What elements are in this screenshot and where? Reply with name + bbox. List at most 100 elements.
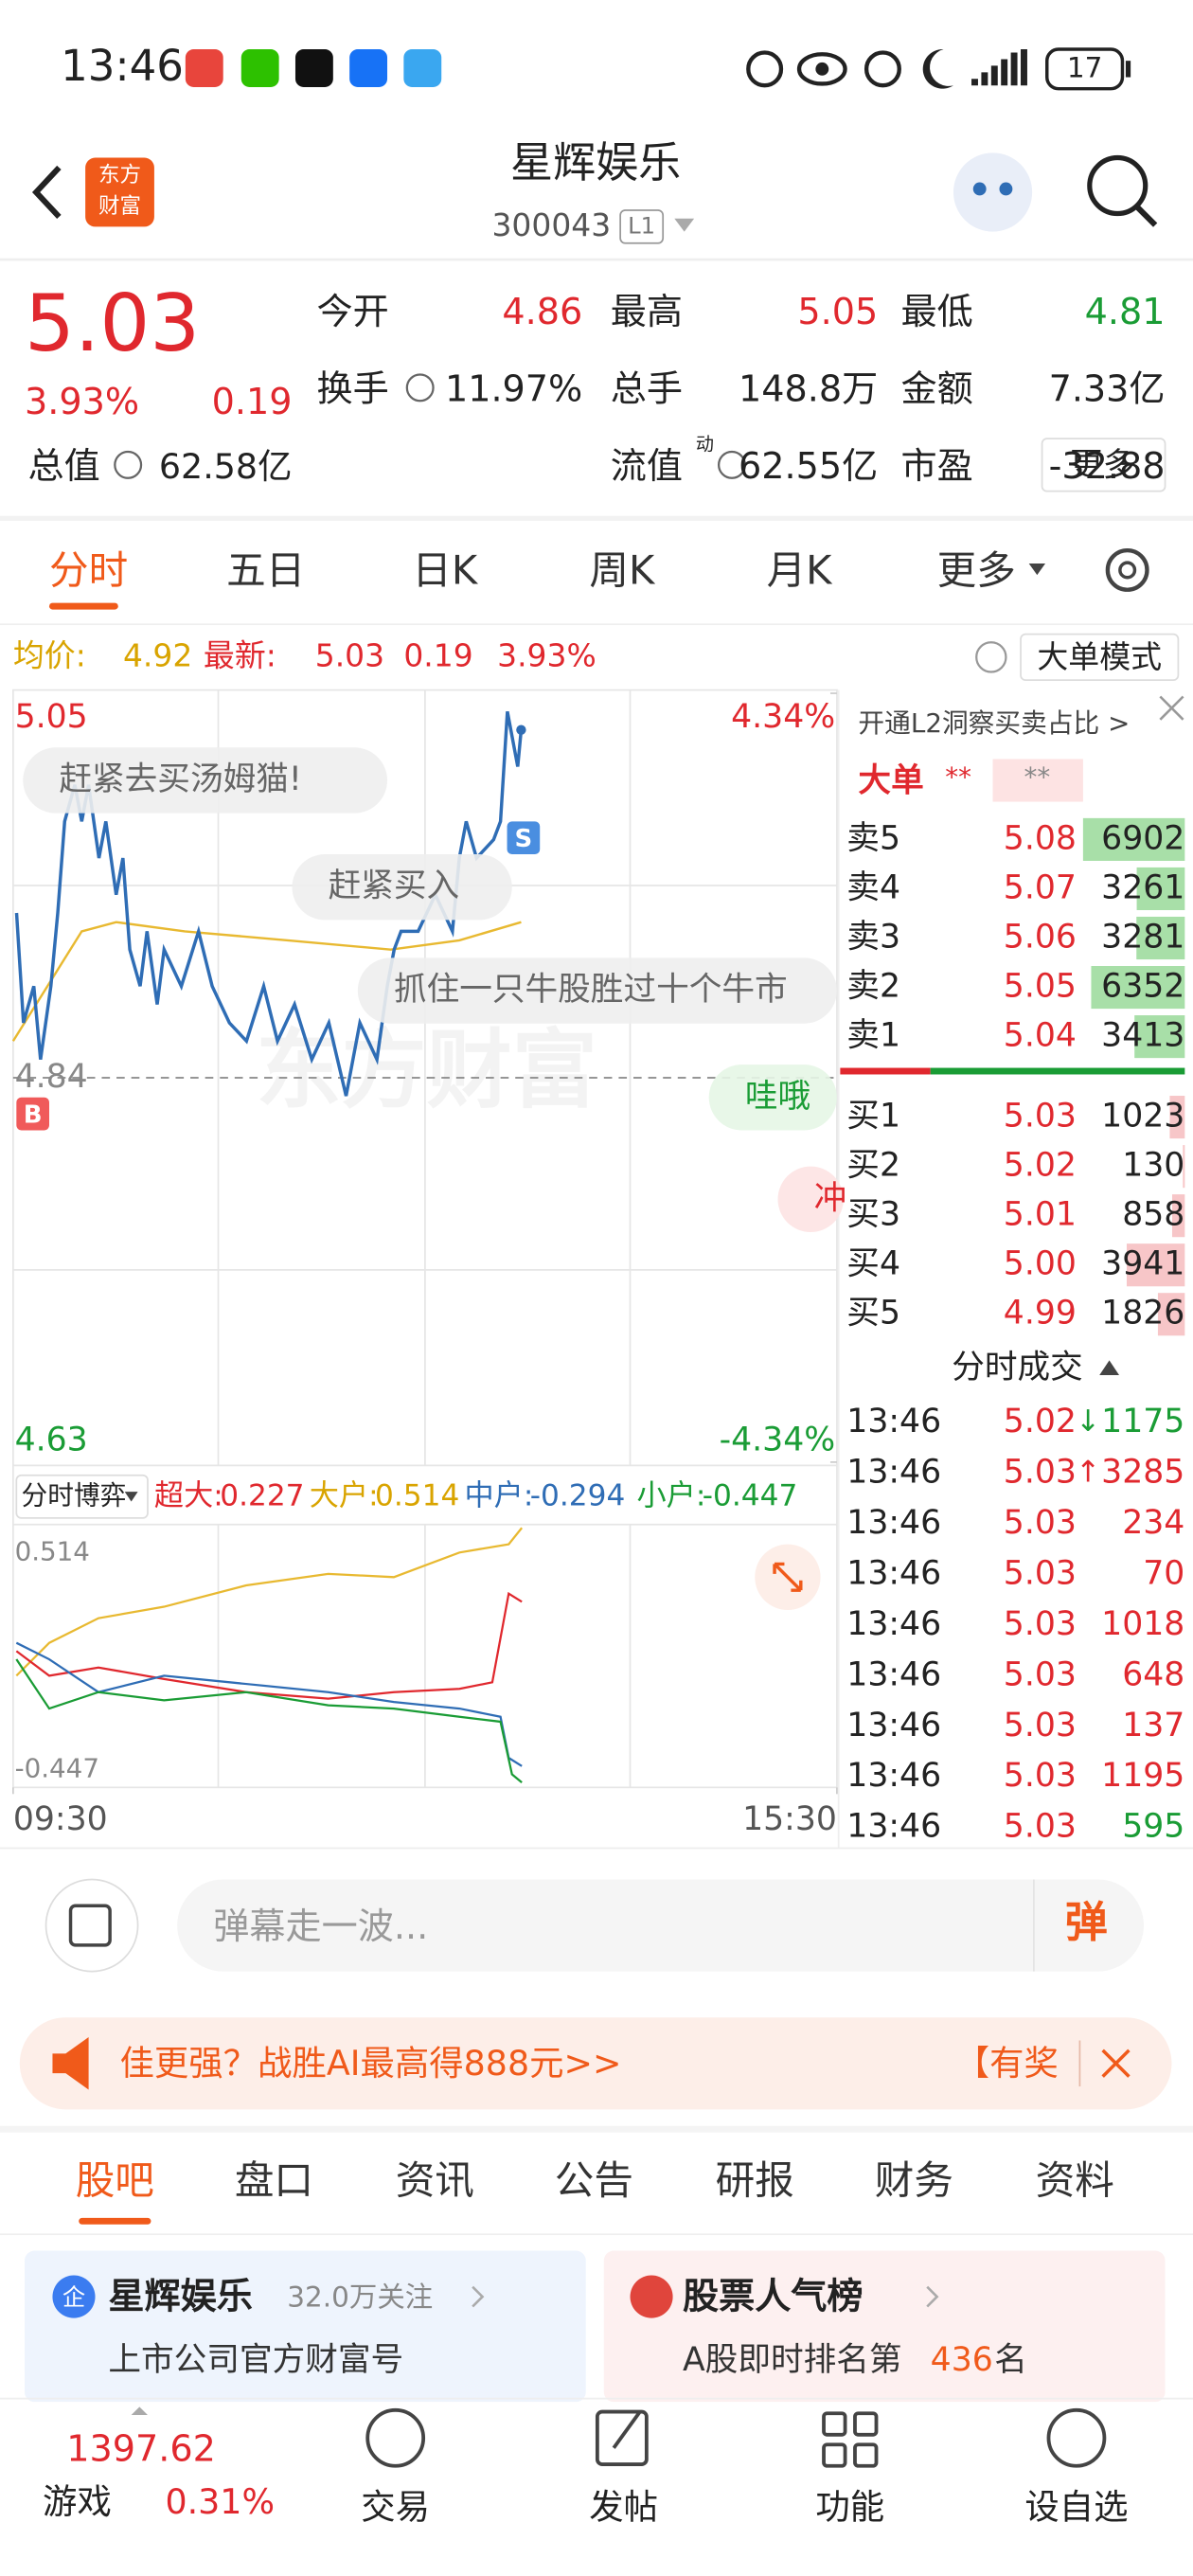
trade-price: 5.02 xyxy=(1004,1403,1077,1440)
mode-button[interactable] xyxy=(1020,633,1180,682)
index-name[interactable]: 游戏 xyxy=(43,2481,112,2522)
index-change[interactable]: 0.31% xyxy=(165,2481,275,2522)
trade-time: 13:46 xyxy=(846,1707,941,1744)
banner-close[interactable] xyxy=(1101,2048,1131,2078)
volume-bar xyxy=(1126,1243,1185,1287)
book-volume: 130 xyxy=(1122,1147,1184,1185)
nav-item[interactable]: 设自选 xyxy=(1024,2486,1128,2527)
l2-promo[interactable]: 开通L2洞察买卖占比 > xyxy=(858,707,1130,739)
tab[interactable]: 周K xyxy=(589,546,656,593)
code-dropdown[interactable] xyxy=(674,218,695,232)
battery: 17 xyxy=(1067,51,1102,83)
flow-value: -0.294 xyxy=(530,1478,626,1512)
trade-price: 5.03 xyxy=(1004,1605,1077,1643)
nav-item[interactable]: 功能 xyxy=(815,2486,884,2527)
trade-time: 13:46 xyxy=(846,1403,941,1440)
flow-value: 0.227 xyxy=(220,1478,304,1512)
change: 0.19 xyxy=(212,381,293,422)
flow-selector[interactable]: 分时博弈 xyxy=(22,1479,127,1511)
more-button[interactable] xyxy=(1041,438,1166,492)
danmaku: 抓住一只牛股胜过十个牛市 xyxy=(394,971,788,1009)
latest-label: 最新: xyxy=(204,636,276,673)
y2-tick-label: -4.34% xyxy=(720,1421,836,1458)
section-tab[interactable]: 资料 xyxy=(1036,2156,1114,2203)
field-value: 4.81 xyxy=(1085,291,1166,332)
trade-volume: 1018 xyxy=(1101,1605,1184,1643)
settings-icon[interactable] xyxy=(1105,547,1149,592)
danmaku: 赶紧买入 xyxy=(329,868,460,905)
robot-icon[interactable] xyxy=(953,152,1033,232)
danmaku-bubble xyxy=(708,1064,837,1131)
book-price: 5.05 xyxy=(1004,968,1077,1006)
back-button[interactable] xyxy=(31,165,62,220)
trade-volume: 234 xyxy=(1122,1504,1184,1542)
danmaku: 冲 xyxy=(814,1179,847,1217)
banner-reward[interactable]: 【有奖 xyxy=(955,2043,1059,2084)
level-box xyxy=(619,209,665,244)
volume-bar xyxy=(1134,1015,1185,1059)
help-icon[interactable] xyxy=(975,641,1007,673)
section-tab[interactable]: 资讯 xyxy=(396,2156,474,2203)
book-label: 买5 xyxy=(846,1295,900,1333)
volume-bar xyxy=(1169,1096,1185,1139)
trade-volume: 1175 xyxy=(1101,1403,1184,1440)
nav-item[interactable]: 交易 xyxy=(361,2486,430,2527)
index-value[interactable]: 1397.62 xyxy=(66,2428,216,2470)
close-promo[interactable] xyxy=(1159,695,1184,721)
trade-price: 5.03 xyxy=(1004,1808,1077,1846)
company-card[interactable] xyxy=(24,2250,586,2403)
danmaku-settings[interactable] xyxy=(45,1878,139,1973)
rank-card[interactable] xyxy=(603,2250,1166,2403)
banner-text[interactable]: 佳更强？战胜AI最高得888元>> xyxy=(120,2043,622,2084)
flow-selector[interactable] xyxy=(15,1474,149,1519)
section-tab[interactable]: 公告 xyxy=(555,2156,633,2203)
book-price: 5.04 xyxy=(1004,1017,1077,1055)
volume-bar xyxy=(1157,1293,1185,1336)
book-label: 卖5 xyxy=(846,819,900,857)
tab[interactable]: 更多 xyxy=(937,546,1016,593)
more-button[interactable]: 更多 xyxy=(1070,447,1135,485)
flow-label: 大户: xyxy=(310,1478,379,1512)
series-line xyxy=(11,921,522,1042)
status-icons xyxy=(185,47,1131,91)
tab[interactable]: 分时 xyxy=(49,546,128,593)
banner[interactable] xyxy=(19,2017,1172,2110)
mode-button[interactable]: 大单模式 xyxy=(1037,638,1162,675)
search-icon[interactable] xyxy=(1087,154,1148,217)
trade-volume: 648 xyxy=(1122,1655,1184,1693)
book-label: 买1 xyxy=(846,1098,900,1136)
card-subtitle: 上市公司官方财富号 xyxy=(108,2341,403,2379)
tab[interactable]: 日K xyxy=(412,546,479,593)
tab[interactable]: 五日 xyxy=(226,546,305,593)
comment-placeholder[interactable]: 弹幕走一波... xyxy=(213,1905,428,1947)
field-value: 62.55亿 xyxy=(739,445,878,487)
danmaku-bubble xyxy=(292,854,512,921)
nav-item[interactable]: 发帖 xyxy=(589,2486,658,2527)
clock: 13:46 xyxy=(61,41,184,91)
volume-bar xyxy=(1082,817,1185,861)
last-price: 5.03 xyxy=(25,277,200,369)
field-sup: 动 xyxy=(696,435,714,456)
card-followers: 32.0万关注 xyxy=(287,2281,433,2313)
flow-lines xyxy=(15,1527,524,1784)
trade-arrow: ↑ xyxy=(1076,1456,1100,1490)
section-tab[interactable]: 研报 xyxy=(716,2156,794,2203)
book-volume: 858 xyxy=(1122,1196,1184,1234)
tab[interactable]: 月K xyxy=(767,546,834,593)
comment-input[interactable] xyxy=(177,1879,1145,1972)
book-price: 5.01 xyxy=(1004,1196,1077,1234)
section-tab[interactable]: 财务 xyxy=(875,2156,953,2203)
volume-bar xyxy=(1136,916,1185,960)
latest-pct: 3.93% xyxy=(497,636,596,673)
section-tab[interactable]: 股吧 xyxy=(76,2156,154,2203)
danmaku-send[interactable]: 弹 xyxy=(1065,1897,1108,1947)
field-label: 总手 xyxy=(611,367,683,409)
rank-value: 436 xyxy=(931,2341,993,2379)
rank-suffix: 名 xyxy=(994,2341,1027,2379)
section-tab[interactable]: 盘口 xyxy=(235,2156,313,2203)
avg-label: 均价: xyxy=(13,636,86,673)
volume-bar xyxy=(1183,1145,1185,1189)
x-tick-label: 09:30 xyxy=(13,1800,108,1838)
